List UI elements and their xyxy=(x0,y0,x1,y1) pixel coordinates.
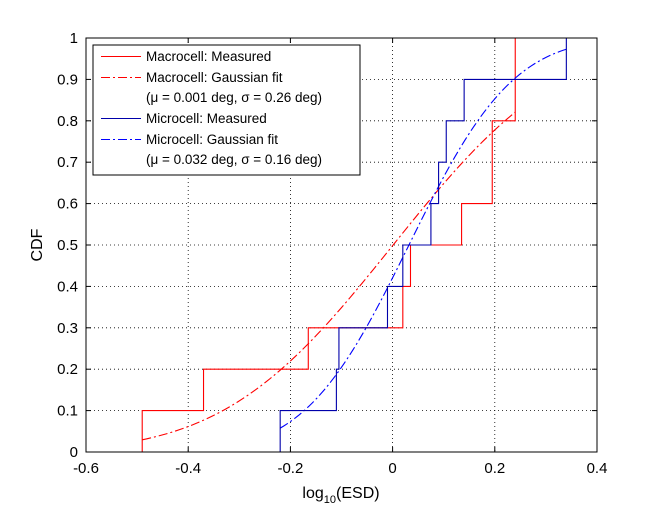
x-axis-label-base: log xyxy=(302,485,323,502)
y-tick-label: 0.9 xyxy=(57,71,78,88)
y-tick-label: 0.7 xyxy=(57,154,78,171)
legend: Macrocell: Measured Macrocell: Gaussian f… xyxy=(92,44,361,176)
ticks xyxy=(85,37,598,453)
legend-box xyxy=(92,44,361,176)
legend-entry-label: (μ = 0.032 deg, σ = 0.16 deg) xyxy=(146,152,322,167)
y-axis-label: CDF xyxy=(29,228,46,261)
x-axis-label-sub: 10 xyxy=(324,494,336,506)
legend-entry-label: Macrocell: Measured xyxy=(146,49,271,64)
legend-entry-label: Macrocell: Gaussian fit xyxy=(146,70,283,85)
x-tick-label: 0 xyxy=(388,460,396,477)
y-tick-label: 0.5 xyxy=(57,237,78,254)
y-tick-label: 0.4 xyxy=(57,278,78,295)
gaussian-fit-curve xyxy=(279,48,567,429)
legend-entry-label: Microcell: Measured xyxy=(146,111,267,126)
x-axis-label-rest: (ESD) xyxy=(336,485,380,502)
x-tick-label: -0.6 xyxy=(73,460,99,477)
y-tick-label: 0.6 xyxy=(57,196,78,213)
y-tick-label: 0.8 xyxy=(57,113,78,130)
y-tick-label: 0 xyxy=(70,444,78,461)
y-tick-label: 0.3 xyxy=(57,320,78,337)
tick-labels: -0.6 -0.4 -0.2 0 0.2 0.4 0 0.1 0.2 0.3 0.4 0.5 0.6 0.… xyxy=(57,30,607,477)
x-tick-label: -0.2 xyxy=(277,460,303,477)
x-tick-label: 0.4 xyxy=(587,460,608,477)
gaussian-fit-curve xyxy=(142,111,516,441)
legend-entry-label: (μ = 0.001 deg, σ = 0.26 deg) xyxy=(146,90,322,105)
step-curve xyxy=(141,38,516,452)
series-layer xyxy=(141,38,567,452)
y-tick-label: 0.1 xyxy=(57,403,78,420)
step-curve xyxy=(279,38,567,452)
legend-entry-label: Microcell: Gaussian fit xyxy=(146,132,278,147)
x-axis-label: log10(ESD) xyxy=(302,485,379,506)
x-tick-label: -0.4 xyxy=(175,460,201,477)
y-tick-label: 1 xyxy=(70,30,78,47)
y-tick-label: 0.2 xyxy=(57,361,78,378)
x-tick-label: 0.2 xyxy=(484,460,505,477)
